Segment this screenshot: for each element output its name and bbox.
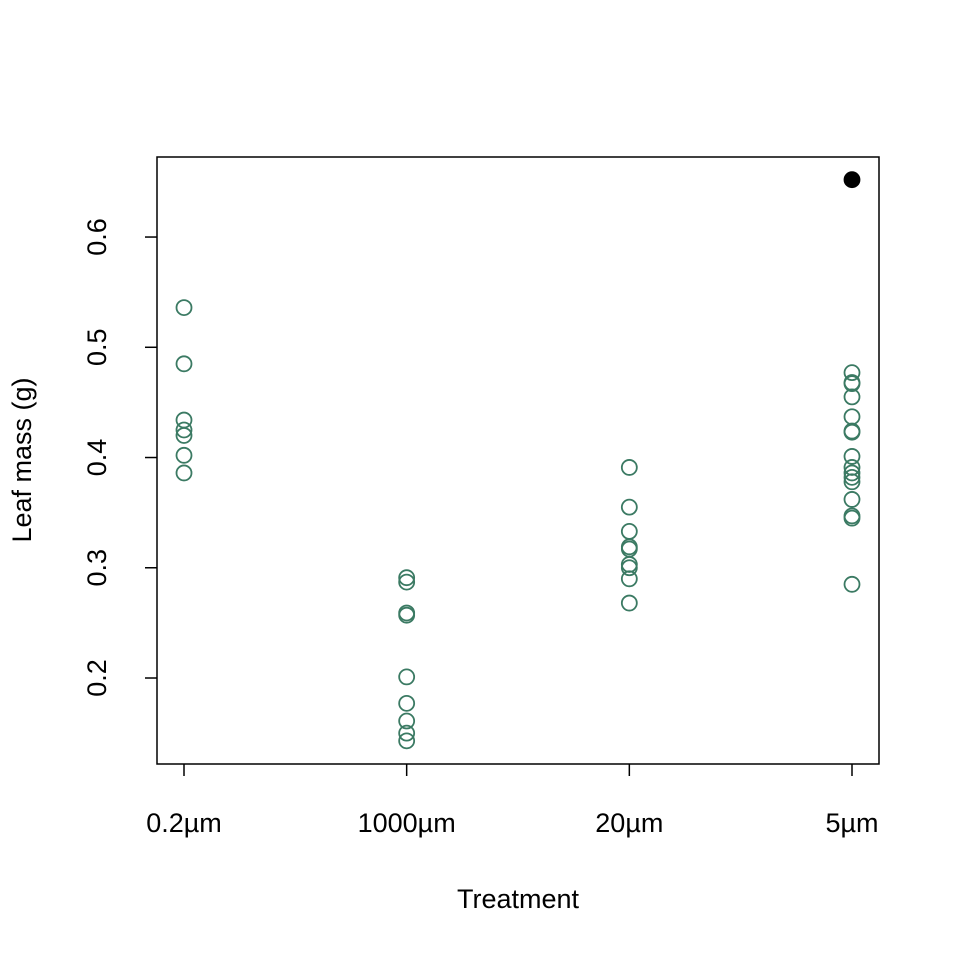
y-tick-label: 0.6 — [82, 218, 112, 256]
point — [843, 375, 861, 393]
point — [175, 355, 193, 373]
x-tick-label: 1000µm — [358, 808, 456, 838]
point — [843, 408, 861, 426]
point — [398, 668, 416, 686]
x-axis-label: Treatment — [457, 884, 580, 914]
point — [843, 423, 861, 441]
y-tick-label: 0.5 — [82, 329, 112, 367]
point — [620, 556, 638, 573]
y-axis-label: Leaf mass (g) — [7, 377, 37, 542]
point — [843, 171, 861, 189]
point — [398, 569, 416, 587]
point — [843, 468, 861, 486]
y-tick-label: 0.3 — [82, 549, 112, 587]
point — [843, 509, 861, 527]
point — [398, 694, 416, 712]
plot-frame — [156, 156, 880, 765]
point — [175, 464, 193, 482]
point — [843, 575, 861, 593]
point — [398, 732, 416, 750]
point — [843, 491, 861, 508]
point — [843, 464, 861, 482]
point — [398, 724, 416, 742]
point — [843, 388, 861, 406]
x-tick-label: 20µm — [595, 808, 663, 838]
point — [620, 498, 638, 516]
point — [620, 570, 638, 588]
y-tick-label: 0.2 — [82, 659, 112, 697]
point — [398, 606, 416, 624]
point — [398, 573, 416, 591]
point — [175, 299, 193, 316]
point — [620, 522, 638, 540]
point — [620, 459, 638, 476]
point — [175, 421, 193, 439]
point — [398, 712, 416, 730]
x-tick-label: 0.2µm — [146, 808, 222, 838]
point — [620, 594, 638, 612]
point — [843, 364, 861, 382]
point — [175, 427, 193, 444]
point — [175, 446, 193, 464]
x-tick-label: 5µm — [825, 808, 878, 838]
point — [620, 559, 638, 577]
point — [843, 473, 861, 491]
point — [843, 448, 861, 465]
y-tick-label: 0.4 — [82, 439, 112, 477]
